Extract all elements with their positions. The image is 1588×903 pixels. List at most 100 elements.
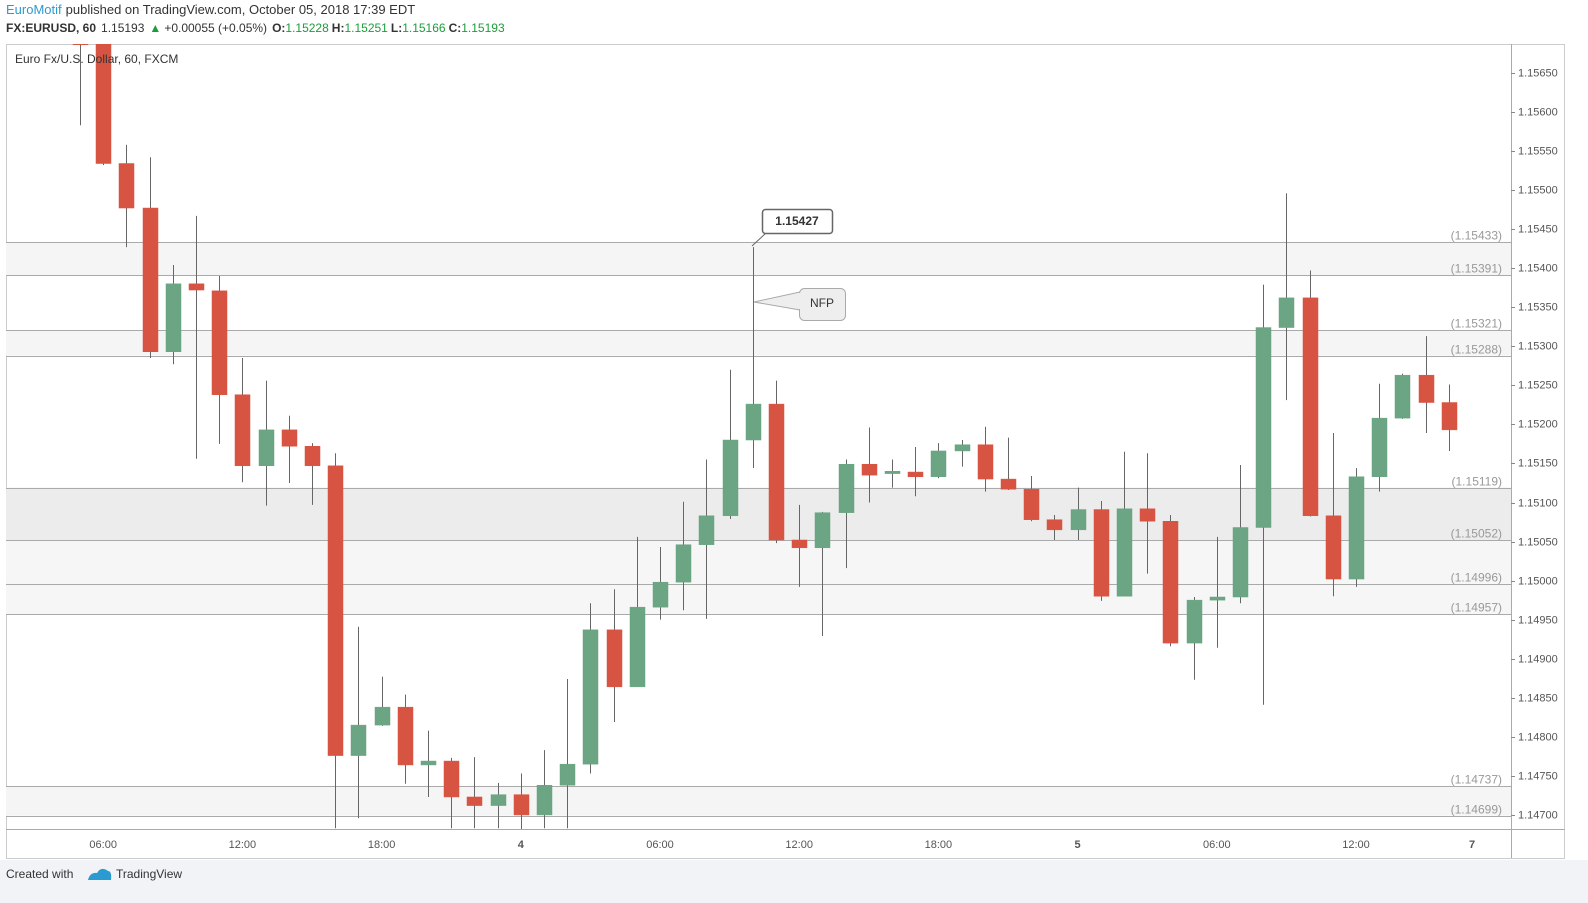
h-label: H: <box>332 21 345 35</box>
candles <box>72 44 1458 829</box>
footer-created: Created with <box>6 867 73 881</box>
level-label: (1.15391) <box>1451 262 1502 276</box>
y-tick-label: 1.15650 <box>1518 67 1558 79</box>
x-tick-label: 18:00 <box>925 839 953 851</box>
tv-logo[interactable]: TradingView <box>88 867 182 881</box>
level-band <box>6 242 1511 276</box>
candle-body <box>1394 374 1411 419</box>
author[interactable]: EuroMotif <box>6 2 62 17</box>
candle-body <box>1348 476 1365 580</box>
l-label: L: <box>391 21 402 35</box>
open: 1.15228 <box>285 21 329 35</box>
candle-body <box>606 629 623 688</box>
candle-body <box>234 394 251 467</box>
candle-body <box>513 794 530 816</box>
callout-pointer <box>751 232 767 247</box>
candle-body <box>1070 509 1087 531</box>
candle-body <box>1000 478 1017 490</box>
level-label: (1.15321) <box>1451 317 1502 331</box>
level-bands <box>6 242 1511 817</box>
candle-body <box>1139 508 1156 522</box>
candle-body <box>1186 599 1203 644</box>
header-line: EuroMotif published on TradingView.com, O… <box>6 2 415 17</box>
quote-line: FX:EURUSD, 60 1.15193 ▲ +0.00055 (+0.05%) O:… <box>6 21 505 35</box>
level-label: (1.14957) <box>1451 601 1502 615</box>
candle-body <box>954 444 971 452</box>
note-pointer <box>753 291 801 311</box>
candle-body <box>838 463 855 513</box>
candle-body <box>1209 596 1226 601</box>
y-tick-label: 1.15200 <box>1518 418 1558 430</box>
note-joint <box>798 293 802 309</box>
x-tick-label: 12:00 <box>1342 839 1370 851</box>
y-tick-label: 1.14700 <box>1518 809 1558 821</box>
y-tick-label: 1.15000 <box>1518 575 1558 587</box>
y-tick-label: 1.15150 <box>1518 457 1558 469</box>
level-label: (1.14737) <box>1451 773 1502 787</box>
candle-body <box>675 544 692 583</box>
y-tick-label: 1.15550 <box>1518 145 1558 157</box>
candle-body <box>791 539 808 549</box>
y-tick-label: 1.15100 <box>1518 497 1558 509</box>
callout-text: 1.15427 <box>775 214 819 228</box>
level-label: (1.15119) <box>1452 475 1502 489</box>
candle-body <box>559 763 576 786</box>
candle-body <box>490 794 507 806</box>
x-tick-label: 5 <box>1075 839 1081 851</box>
y-tick-label: 1.15600 <box>1518 106 1558 118</box>
level-band <box>6 786 1511 816</box>
candle-body <box>907 471 924 477</box>
footer-bar <box>0 860 1588 903</box>
level-label: (1.15433) <box>1451 229 1502 243</box>
candle-body <box>397 706 414 766</box>
candle-body <box>1325 515 1342 580</box>
candle-body <box>188 283 205 291</box>
candle-body <box>258 429 275 467</box>
price-callout: 1.15427 <box>751 208 834 247</box>
close: 1.15193 <box>461 21 505 35</box>
y-tick-label: 1.15050 <box>1518 536 1558 548</box>
candle-body <box>95 44 112 164</box>
candle-body <box>652 581 669 608</box>
candle-body <box>536 785 553 816</box>
note-text: NFP <box>810 296 834 310</box>
candle-body <box>1418 374 1435 403</box>
level-band <box>6 487 1511 540</box>
footer-brand[interactable]: TradingView <box>116 867 182 881</box>
x-tick-label: 06:00 <box>89 839 117 851</box>
x-tick-label: 06:00 <box>1203 839 1231 851</box>
candle-body <box>814 512 831 549</box>
candle-body <box>327 465 344 756</box>
candle-body <box>1255 327 1272 528</box>
y-tick-label: 1.14800 <box>1518 731 1558 743</box>
candle-body <box>1441 402 1458 431</box>
y-tick-label: 1.14950 <box>1518 614 1558 626</box>
y-tick-label: 1.14750 <box>1518 770 1558 782</box>
candle-body <box>1371 417 1388 477</box>
candle-body <box>582 629 599 765</box>
candle-body <box>1232 527 1249 598</box>
y-tick-label: 1.15250 <box>1518 379 1558 391</box>
candle-body <box>304 446 321 467</box>
candle-body <box>211 290 228 395</box>
candle-body <box>722 439 739 517</box>
x-tick-label: 4 <box>518 839 525 851</box>
x-tick-label: 06:00 <box>646 839 674 851</box>
candle-body <box>72 44 89 46</box>
y-tick-label: 1.15450 <box>1518 223 1558 235</box>
candle-body <box>1046 519 1063 531</box>
candle-body <box>1302 297 1319 517</box>
level-band <box>6 539 1511 584</box>
level-label: (1.14996) <box>1451 571 1502 585</box>
candle-body <box>1162 520 1179 644</box>
candle-body <box>930 450 947 477</box>
level-label: (1.14699) <box>1451 803 1502 817</box>
x-tick-label: 7 <box>1469 839 1475 851</box>
chart-frame <box>6 44 1565 859</box>
y-tick-label: 1.15300 <box>1518 340 1558 352</box>
candle-body <box>420 760 437 766</box>
chart-title: Euro Fx/U.S. Dollar, 60, FXCM <box>15 52 178 66</box>
low: 1.15166 <box>402 21 446 35</box>
